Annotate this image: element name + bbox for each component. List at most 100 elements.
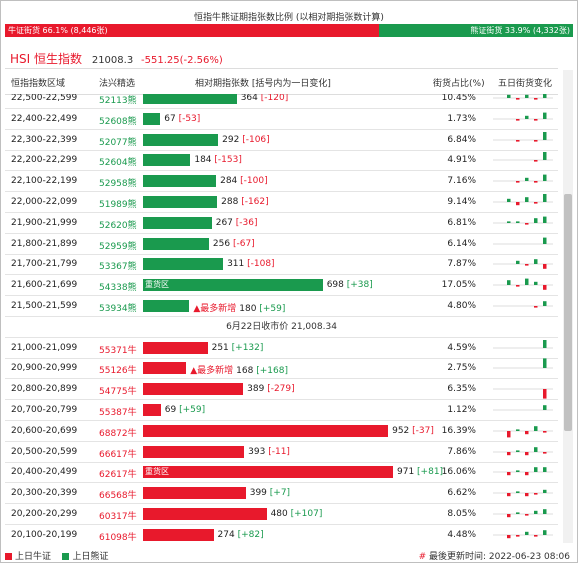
daily-change: [-100] [237, 176, 268, 187]
bear-warrant-row: 22,000-22,099 51989熊 288 [-162] 9.14% [5, 192, 558, 213]
daily-change: [+7] [266, 488, 291, 499]
sparkline-bar [543, 509, 547, 514]
warrant-code-link[interactable]: 62617牛 [99, 470, 137, 481]
five-day-sparkline [493, 446, 553, 455]
warrant-code-link[interactable]: 52113熊 [99, 96, 137, 106]
contracts-count: 168 [236, 366, 254, 377]
sparkline-bar [525, 493, 529, 497]
contracts-bar [143, 528, 214, 541]
warrant-code-link[interactable]: 60317牛 [99, 512, 137, 522]
five-day-sparkline [493, 94, 553, 100]
bull-bear-ratio-bar: 牛证街货 66.1% (8,446张) 熊证街货 33.9% (4,332张) [5, 24, 573, 37]
scrollbar[interactable] [563, 70, 573, 543]
warrant-code-link[interactable]: 52077熊 [99, 137, 137, 148]
contracts-bar: 重货区 [143, 466, 393, 479]
contracts-count: 364 [240, 94, 258, 103]
daily-change: [-36] [232, 217, 258, 228]
sparkline-bar [543, 94, 547, 98]
bull-warrant-row: 20,800-20,899 54775牛 389 [-279] 6.35% [5, 379, 558, 401]
update-mark: # [418, 552, 427, 562]
contracts-value: 393 [-11] [248, 447, 290, 457]
warrant-code-link[interactable]: 52608熊 [99, 116, 137, 127]
scrollbar-thumb[interactable] [564, 194, 572, 431]
sparkline-bar [534, 202, 538, 204]
share-cell: 6.84% [447, 134, 476, 145]
sparkline-bar [534, 425, 538, 431]
sparkline-bar [516, 470, 520, 473]
contracts-bar [143, 383, 244, 396]
range-cell: 20,300-20,399 [11, 488, 78, 499]
bull-ratio-segment: 牛证街货 66.1% (8,446张) [5, 24, 380, 37]
share-cell: 4.91% [447, 155, 476, 166]
sparkline-bar [525, 514, 529, 516]
legend-bear-label: 上日熊证 [72, 552, 109, 562]
sparkline-bar [507, 221, 511, 223]
warrant-code-link[interactable]: 54775牛 [99, 387, 137, 398]
warrant-table-body[interactable]: 22,500-22,599 52113熊 364 [-120] 10.45% 22,40… [5, 94, 558, 542]
five-day-sparkline [493, 112, 553, 121]
sparkline-bar [543, 301, 547, 306]
index-name: HSI 恒生指数 [10, 52, 82, 66]
sparkline-bar [534, 510, 538, 514]
daily-change: [+59] [256, 304, 286, 314]
sparkline-bar [543, 339, 547, 348]
warrant-code-link[interactable]: 53934熊 [99, 304, 137, 314]
sparkline-bar [525, 197, 529, 202]
warrant-code-link[interactable]: 53367熊 [99, 262, 137, 273]
bear-warrant-row: 21,600-21,699 54338熊 重货区 698 [+38] 17.05% [5, 275, 558, 297]
contracts-value: 480 [+107] [271, 509, 323, 519]
sparkline-bar [543, 112, 547, 119]
sparkline-bar [516, 221, 520, 223]
warrant-code-link[interactable]: 55371牛 [99, 345, 137, 356]
sparkline-bar [543, 430, 547, 433]
share-cell: 8.05% [447, 509, 476, 519]
share-cell: 16.06% [441, 467, 476, 478]
warrant-code-link[interactable]: 52620熊 [99, 220, 137, 231]
contracts-bar [143, 133, 219, 146]
warrant-code-link[interactable]: 61098牛 [99, 532, 137, 542]
warrant-code-link[interactable]: 66568牛 [99, 491, 137, 502]
five-day-sparkline [493, 405, 553, 411]
warrant-code-link[interactable]: 52959熊 [99, 241, 137, 252]
share-cell: 17.05% [441, 280, 476, 291]
share-cell: 7.16% [447, 176, 476, 187]
sparkline-bar [525, 472, 529, 476]
daily-change: [+38] [343, 280, 373, 291]
sparkline-bar [534, 118, 538, 121]
warrant-code-link[interactable]: 68872牛 [99, 428, 137, 439]
sparkline-bar [507, 94, 511, 98]
bull-warrant-row: 21,000-21,099 55371牛 251 [+132] 4.59% [5, 338, 558, 359]
bear-warrant-row: 22,300-22,399 52077熊 292 [-106] 6.84% [5, 130, 558, 151]
warrant-code-link[interactable]: 54338熊 [99, 283, 137, 294]
sparkline-bar [525, 430, 529, 434]
five-day-sparkline [493, 509, 553, 518]
range-cell: 20,500-20,599 [11, 446, 78, 457]
contracts-bar [143, 175, 217, 188]
warrant-code-link[interactable]: 51989熊 [99, 200, 137, 210]
contracts-count: 288 [221, 197, 239, 207]
warrant-code-link[interactable]: 66617牛 [99, 449, 137, 460]
sparkline-bar [516, 202, 520, 206]
sparkline-bar [543, 194, 547, 202]
contracts-count: 292 [222, 134, 240, 145]
contracts-count: 399 [249, 488, 267, 499]
sparkline-bar [516, 449, 520, 452]
daily-change: [+59] [176, 405, 206, 415]
contracts-bar [143, 237, 209, 250]
daily-change: [-153] [211, 155, 242, 166]
warrant-code-link[interactable]: 52958熊 [99, 179, 137, 190]
sparkline-bar [543, 467, 547, 473]
warrant-code-link[interactable]: 52604熊 [99, 158, 137, 169]
sparkline-bar [516, 429, 520, 431]
five-day-sparkline [493, 259, 553, 270]
share-cell: 10.45% [441, 94, 476, 103]
sparkline-bar [516, 181, 520, 183]
warrant-code-link[interactable]: 55126牛 [99, 366, 137, 377]
sparkline-bar [516, 139, 520, 142]
share-cell: 2.75% [447, 363, 476, 374]
contracts-bar [143, 154, 191, 167]
index-value: 21008.3 [91, 55, 134, 66]
bear-warrant-row: 22,400-22,499 52608熊 67 [-53] 1.73% [5, 109, 558, 130]
warrant-code-link[interactable]: 55387牛 [99, 408, 137, 418]
contracts-value: 952 [-37] [392, 426, 434, 436]
